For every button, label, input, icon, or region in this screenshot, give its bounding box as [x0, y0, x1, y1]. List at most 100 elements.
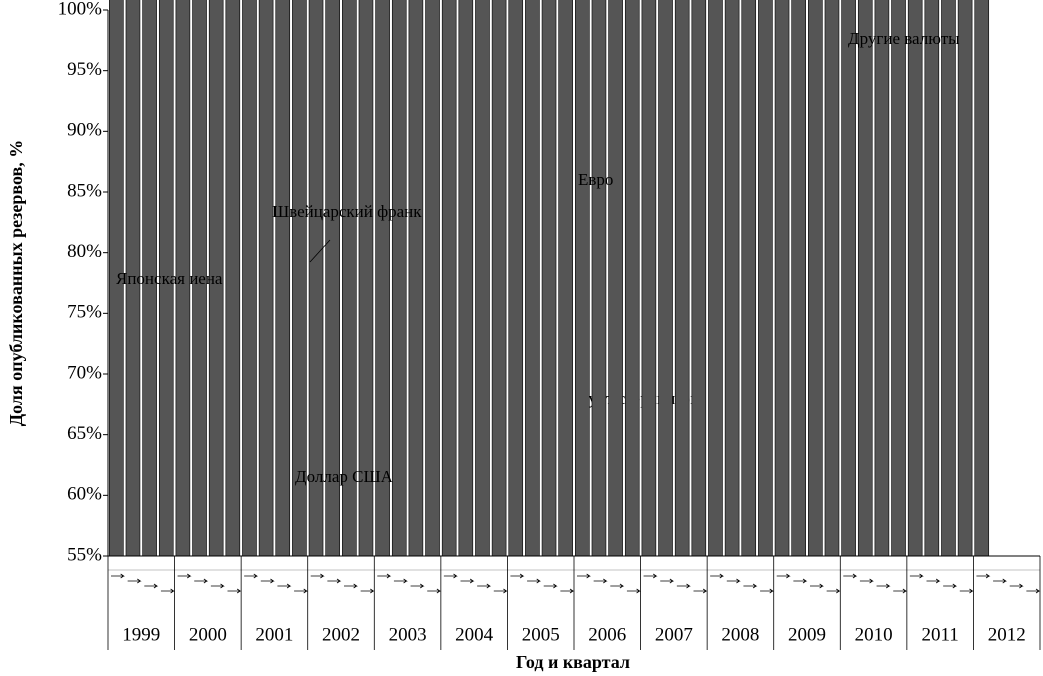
- bar-segment: [475, 0, 490, 557]
- bar-segment: [857, 0, 873, 557]
- bar-segment: [674, 0, 690, 557]
- quarter-marker: [344, 583, 358, 589]
- quarter-marker: [227, 588, 242, 594]
- quarter-marker: [893, 588, 908, 594]
- quarter-marker: [810, 583, 824, 589]
- bar-segment: [974, 0, 990, 557]
- quarter-marker: [743, 583, 758, 589]
- bar-segment: [891, 0, 906, 557]
- quarter-marker: [111, 573, 125, 579]
- bar-segment: [774, 0, 790, 557]
- bar-segment: [874, 0, 890, 557]
- quarter-marker: [760, 588, 775, 594]
- quarter-marker: [244, 573, 259, 579]
- bar-segment: [957, 0, 973, 557]
- x-group-label: 2004: [455, 624, 494, 645]
- quarter-marker: [460, 578, 475, 584]
- bar-segment: [724, 0, 740, 557]
- quarter-marker: [277, 583, 292, 589]
- quarter-marker: [577, 573, 591, 579]
- leader-line: [309, 239, 331, 263]
- x-group-label: 2009: [788, 624, 826, 645]
- quarter-marker: [393, 578, 408, 584]
- quarter-marker: [410, 583, 425, 589]
- quarter-marker: [210, 583, 225, 589]
- quarter-marker: [993, 578, 1008, 584]
- bar-segment: [591, 0, 607, 557]
- bar-segment: [624, 0, 640, 557]
- bar-segment: [758, 0, 773, 557]
- quarter-marker: [194, 578, 209, 584]
- bar-segment: [924, 0, 940, 557]
- quarter-marker: [793, 578, 808, 584]
- series-label: Швейцарский франк: [272, 202, 422, 221]
- quarter-marker: [776, 573, 791, 579]
- quarter-marker: [959, 588, 974, 594]
- x-group-label: 2007: [655, 624, 693, 645]
- series-label: Другие валюты: [848, 29, 960, 48]
- y-tick-label: 75%: [67, 302, 102, 323]
- quarter-marker: [1009, 583, 1024, 589]
- quarter-marker: [360, 588, 375, 594]
- quarter-marker: [843, 573, 858, 579]
- quarter-marker: [443, 573, 458, 579]
- series-label: Доллар США: [295, 467, 394, 486]
- quarter-marker: [826, 588, 841, 594]
- quarter-marker: [626, 588, 641, 594]
- quarter-marker: [976, 573, 991, 579]
- x-group-label: 2012: [988, 624, 1026, 645]
- bar-segment: [225, 0, 241, 557]
- x-group-label: 2006: [588, 624, 626, 645]
- bar-segment: [941, 0, 956, 557]
- series-label: Японская иена: [116, 269, 223, 288]
- quarter-marker: [726, 578, 741, 584]
- quarter-marker: [260, 578, 275, 584]
- quarter-marker: [710, 573, 725, 579]
- bar-segment: [408, 0, 424, 557]
- bar-segment: [525, 0, 540, 557]
- quarter-marker: [560, 588, 575, 594]
- bar-segment: [441, 0, 457, 557]
- quarter-marker: [477, 583, 492, 589]
- quarter-marker: [310, 573, 325, 579]
- quarter-marker: [160, 588, 175, 594]
- quarter-marker: [510, 573, 525, 579]
- bar-segment: [907, 0, 923, 557]
- quarter-marker: [926, 578, 941, 584]
- bar-segment: [558, 0, 573, 557]
- x-group-label: 2003: [389, 624, 427, 645]
- x-group-label: 2005: [522, 624, 560, 645]
- quarter-marker: [909, 573, 924, 579]
- quarter-marker: [327, 578, 342, 584]
- y-tick-label: 100%: [58, 0, 103, 19]
- y-tick-label: 80%: [67, 241, 102, 262]
- y-axis-title: Доля опубликованных резервов, %: [6, 140, 26, 426]
- quarter-marker: [859, 578, 874, 584]
- bar-segment: [275, 0, 291, 557]
- bar-segment: [258, 0, 274, 557]
- quarter-marker: [943, 583, 958, 589]
- quarter-marker: [294, 588, 309, 594]
- quarter-marker: [693, 588, 708, 594]
- bar-segment: [458, 0, 474, 557]
- quarter-marker: [593, 578, 608, 584]
- y-tick-label: 95%: [67, 59, 102, 80]
- y-tick-label: 90%: [67, 120, 102, 141]
- x-group-label: 2011: [921, 624, 958, 645]
- x-group-label: 2008: [721, 624, 759, 645]
- quarter-marker: [177, 573, 192, 579]
- quarter-marker: [1026, 588, 1041, 594]
- x-group-label: 2002: [322, 624, 360, 645]
- x-group-label: 2010: [855, 624, 893, 645]
- bar-segment: [691, 0, 707, 557]
- quarter-marker: [127, 578, 142, 584]
- x-axis-title: Год и квартал: [516, 652, 630, 672]
- quarter-marker: [643, 573, 658, 579]
- bar-segment: [841, 0, 856, 557]
- x-group-label: 2000: [189, 624, 227, 645]
- quarter-marker: [377, 573, 392, 579]
- quarter-marker: [427, 588, 442, 594]
- bar-segment: [708, 0, 723, 557]
- quarter-marker: [610, 583, 625, 589]
